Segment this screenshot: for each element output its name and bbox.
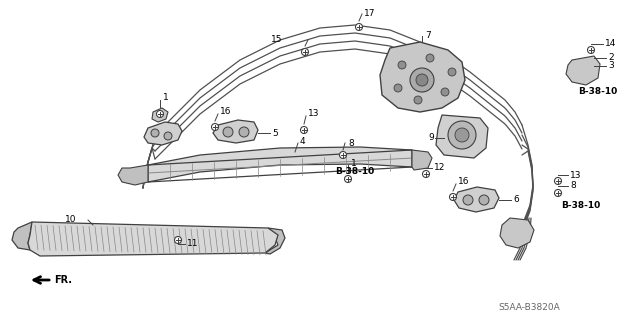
Circle shape: [211, 123, 218, 130]
Text: S5AA-B3820A: S5AA-B3820A: [498, 303, 560, 313]
Circle shape: [414, 96, 422, 104]
Polygon shape: [436, 115, 488, 158]
Polygon shape: [265, 228, 285, 254]
Circle shape: [355, 24, 362, 31]
Circle shape: [151, 129, 159, 137]
Circle shape: [344, 175, 351, 182]
Polygon shape: [213, 120, 258, 143]
Circle shape: [479, 195, 489, 205]
Polygon shape: [412, 150, 432, 170]
Text: 11: 11: [187, 240, 198, 249]
Polygon shape: [148, 147, 412, 182]
Text: 16: 16: [220, 108, 232, 116]
Circle shape: [588, 47, 595, 54]
Polygon shape: [454, 187, 499, 212]
Text: 9: 9: [428, 133, 434, 143]
Polygon shape: [152, 108, 168, 122]
Text: 12: 12: [434, 164, 445, 173]
Circle shape: [416, 74, 428, 86]
Circle shape: [301, 48, 308, 56]
Polygon shape: [500, 218, 534, 248]
Circle shape: [463, 195, 473, 205]
Circle shape: [164, 132, 172, 140]
Circle shape: [410, 68, 434, 92]
Circle shape: [448, 121, 476, 149]
Polygon shape: [28, 222, 278, 256]
Polygon shape: [144, 122, 182, 145]
Circle shape: [157, 110, 163, 117]
Polygon shape: [380, 42, 465, 112]
Text: B-38-10: B-38-10: [561, 201, 600, 210]
Text: 1: 1: [351, 159, 356, 167]
Text: 10: 10: [65, 216, 76, 225]
Text: 1: 1: [163, 93, 169, 102]
Circle shape: [422, 170, 429, 177]
Text: 8: 8: [348, 138, 354, 147]
Circle shape: [426, 54, 434, 62]
Text: 16: 16: [458, 177, 470, 187]
Polygon shape: [566, 56, 600, 85]
Text: 7: 7: [425, 31, 431, 40]
Circle shape: [175, 236, 182, 243]
Text: 8: 8: [570, 182, 576, 190]
Text: 17: 17: [364, 9, 376, 18]
Text: 13: 13: [308, 109, 319, 118]
Circle shape: [554, 189, 561, 197]
Circle shape: [239, 127, 249, 137]
Circle shape: [223, 127, 233, 137]
Text: 6: 6: [513, 196, 519, 204]
Text: B-38-10: B-38-10: [335, 167, 374, 176]
Circle shape: [455, 128, 469, 142]
Text: 13: 13: [570, 170, 582, 180]
Text: 2: 2: [608, 54, 614, 63]
Text: 5: 5: [272, 129, 278, 137]
Text: 15: 15: [271, 35, 282, 44]
Circle shape: [554, 177, 561, 184]
Polygon shape: [118, 165, 148, 185]
Circle shape: [339, 152, 346, 159]
Circle shape: [441, 88, 449, 96]
Circle shape: [398, 61, 406, 69]
Polygon shape: [12, 222, 32, 250]
Text: 3: 3: [608, 62, 614, 70]
Text: 4: 4: [300, 137, 306, 145]
Text: 14: 14: [605, 40, 616, 48]
Text: FR.: FR.: [54, 275, 72, 285]
Circle shape: [301, 127, 307, 133]
Circle shape: [449, 194, 456, 201]
Circle shape: [448, 68, 456, 76]
Text: B-38-10: B-38-10: [578, 87, 617, 97]
Circle shape: [394, 84, 402, 92]
